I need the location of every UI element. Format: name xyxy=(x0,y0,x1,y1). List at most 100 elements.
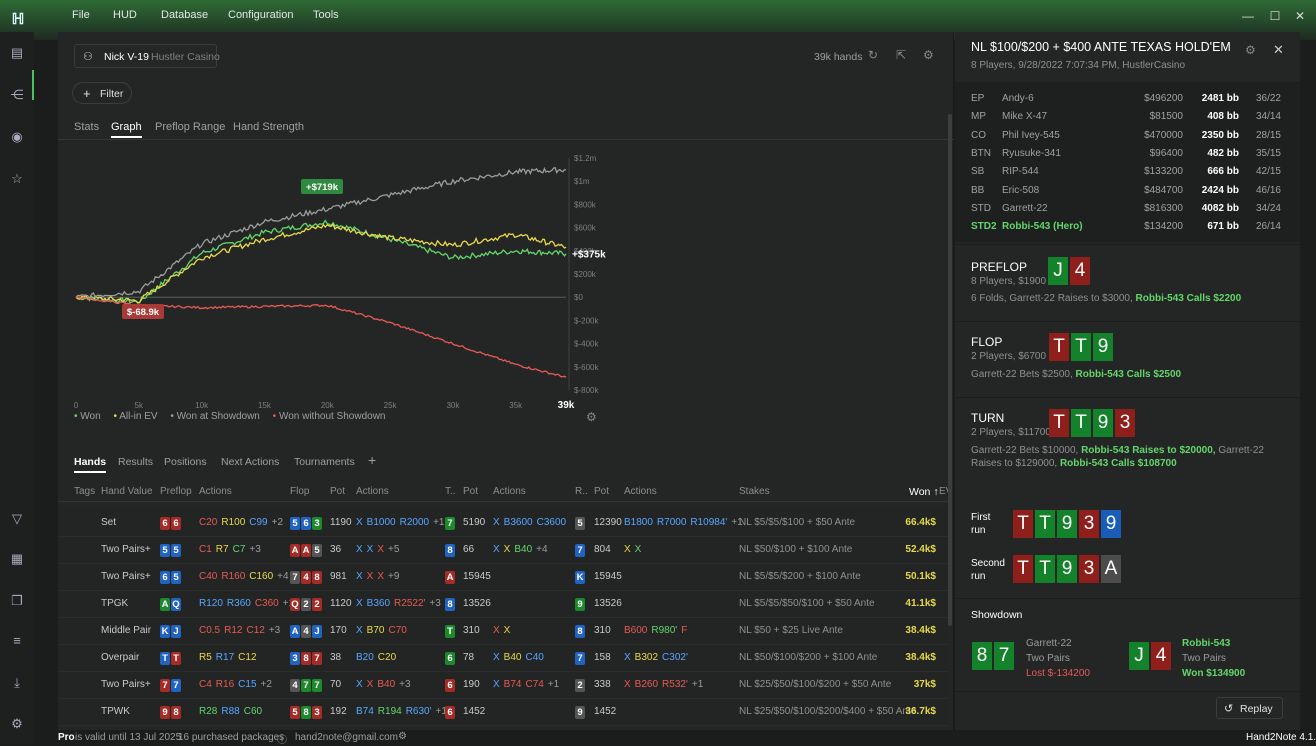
flop-actions: X X X +5 xyxy=(356,544,403,555)
col-hand-value[interactable]: Hand Value xyxy=(101,486,153,497)
export-icon[interactable]: ⇱ xyxy=(896,48,907,62)
account-settings-icon[interactable]: ⚙ xyxy=(398,731,407,742)
menu-tools[interactable]: Tools xyxy=(313,9,339,21)
tab-preflop-range[interactable]: Preflop Range xyxy=(155,121,226,133)
action: +1 xyxy=(731,517,743,528)
tab-hand-strength[interactable]: Hand Strength xyxy=(233,121,304,133)
packages-count[interactable]: 16 purchased packages xyxy=(178,732,285,743)
turn-card: 6 xyxy=(445,706,456,719)
card: 4 xyxy=(290,679,300,692)
series-line-0 xyxy=(75,219,567,304)
col-flop-pot[interactable]: Pot xyxy=(330,486,346,497)
player-stack-bb: 2350 bb xyxy=(1201,129,1239,141)
filter-icon[interactable]: ▽ xyxy=(12,511,22,526)
col-flop[interactable]: Flop xyxy=(290,486,310,497)
tab-next-actions[interactable]: Next Actions xyxy=(221,456,280,468)
col-turn[interactable]: T.. xyxy=(445,486,456,497)
nonsd-label: $-68.9k xyxy=(127,307,160,318)
player-selector[interactable]: ⚇ Nick V-19 Hustler Casino xyxy=(74,44,220,68)
col-stakes[interactable]: Stakes xyxy=(739,486,770,497)
card: A xyxy=(301,544,311,557)
col-tags[interactable]: Tags xyxy=(74,486,96,497)
col-preflop[interactable]: Preflop xyxy=(160,486,192,497)
menu-file[interactable]: File xyxy=(72,9,90,21)
graph-settings-icon[interactable]: ⚙ xyxy=(586,410,597,424)
player-row[interactable]: STD Garrett-22 $816300 4082 bb 34/24 xyxy=(971,203,1281,220)
info-icon[interactable]: ⓘ xyxy=(277,735,287,746)
settings-icon[interactable]: ⚙ xyxy=(11,716,23,731)
won-amount: 41.1k$ xyxy=(905,598,936,609)
close-icon[interactable]: ✕ xyxy=(1273,42,1284,57)
action: R194 xyxy=(377,706,402,717)
scrollbar[interactable] xyxy=(948,114,952,626)
col-river-pot[interactable]: Pot xyxy=(594,486,610,497)
tab-stats[interactable]: Stats xyxy=(74,121,100,133)
col-flop-actions[interactable]: Actions xyxy=(356,486,389,497)
menu-database[interactable]: Database xyxy=(161,9,209,21)
reports-icon[interactable]: ▤ xyxy=(10,45,24,60)
refresh-icon[interactable]: ↻ xyxy=(868,48,879,62)
minimize-icon[interactable]: — xyxy=(1242,9,1254,23)
windows-icon[interactable]: ❐ xyxy=(11,593,23,608)
action: X xyxy=(377,544,385,555)
tree-icon[interactable]: ⋲ xyxy=(10,87,24,102)
col-river-actions[interactable]: Actions xyxy=(624,486,657,497)
tab-positions[interactable]: Positions xyxy=(164,456,207,468)
stakes: NL $5/$5/$50/$100 + $50 Ante xyxy=(739,598,875,609)
preflop-actions: R28 R88 C60 xyxy=(199,706,266,717)
player-row[interactable]: SB RIP-544 $133200 666 bb 42/15 xyxy=(971,166,1281,183)
showdown-label: Showdown xyxy=(971,609,1023,621)
col-turn-actions[interactable]: Actions xyxy=(493,486,526,497)
card: T xyxy=(1035,555,1055,583)
hand-subtitle: 8 Players, 9/28/2022 7:07:34 PM, Hustler… xyxy=(971,60,1186,71)
col-turn-pot[interactable]: Pot xyxy=(463,486,479,497)
tab-hands[interactable]: Hands xyxy=(74,456,107,473)
tab-results[interactable]: Results xyxy=(118,456,154,468)
player-row[interactable]: MP Mike X-47 $81500 408 bb 34/14 xyxy=(971,111,1281,128)
hand-settings-icon[interactable]: ⚙ xyxy=(1245,43,1256,57)
col-won[interactable]: Won ↑ xyxy=(909,486,939,498)
favorites-icon[interactable]: ☆ xyxy=(11,171,23,186)
tab-tournaments[interactable]: Tournaments xyxy=(294,456,355,468)
replay-button[interactable]: ↺ Replay xyxy=(1216,697,1283,719)
col-preflop-actions[interactable]: Actions xyxy=(199,486,232,497)
player-row[interactable]: BB Eric-508 $484700 2424 bb 46/16 xyxy=(971,185,1281,202)
close-window-icon[interactable]: ✕ xyxy=(1294,9,1306,23)
player-position: STD2 xyxy=(971,221,997,233)
card: 7 xyxy=(445,517,455,530)
gear-icon[interactable]: ⚙ xyxy=(923,48,934,62)
player-row[interactable]: STD2 Robbi-543 (Hero) $134200 671 bb 26/… xyxy=(971,221,1281,238)
tab-graph[interactable]: Graph xyxy=(111,121,142,138)
menu-hud[interactable]: HUD xyxy=(113,9,137,21)
player-row[interactable]: BTN Ryusuke-341 $96400 482 bb 35/15 xyxy=(971,148,1281,165)
account-email[interactable]: hand2note@gmail.com xyxy=(295,732,398,743)
filter-button[interactable]: + Filter xyxy=(72,82,132,104)
database-icon[interactable]: ≡ xyxy=(13,633,21,648)
add-tab-icon[interactable]: + xyxy=(368,452,377,468)
player-name: Ryusuke-341 xyxy=(1002,147,1061,159)
player-row[interactable]: EP Andy-6 $496200 2481 bb 36/22 xyxy=(971,93,1281,110)
action: B3600 xyxy=(503,517,533,528)
maximize-icon[interactable]: ☐ xyxy=(1269,9,1281,23)
player-row[interactable]: CO Phil Ivey-545 $470000 2350 bb 28/15 xyxy=(971,130,1281,147)
layout-icon[interactable]: ▦ xyxy=(10,551,24,566)
live-icon[interactable]: ◉ xyxy=(11,129,23,144)
card: 8 xyxy=(312,571,322,584)
col-ev[interactable]: EV xyxy=(939,486,953,497)
menu-configuration[interactable]: Configuration xyxy=(228,9,294,21)
col-river[interactable]: R.. xyxy=(575,486,588,497)
download-icon[interactable]: ⤓ xyxy=(14,675,20,690)
card: 2 xyxy=(301,598,311,611)
